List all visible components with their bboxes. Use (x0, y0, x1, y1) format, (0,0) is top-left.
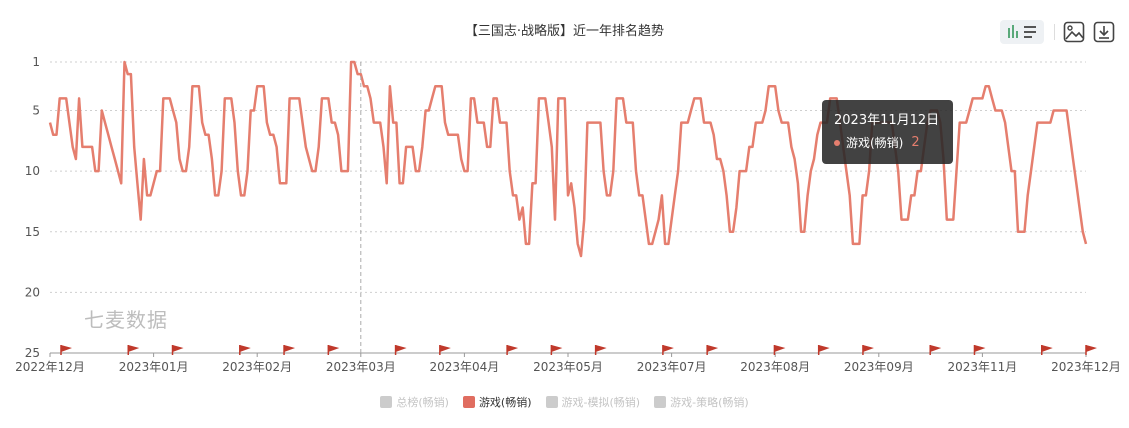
event-flag-icon (239, 345, 251, 352)
bar-line-switch-icon[interactable] (1000, 20, 1044, 44)
x-tick-label: 2023年08月 (740, 360, 810, 374)
tooltip-series-dot (834, 139, 840, 146)
watermark: 七麦数据 (84, 308, 168, 332)
x-tick-label: 2023年03月 (326, 360, 396, 374)
chart-legend: 总榜(畅销) 游戏(畅销) 游戏-模拟(畅销) 游戏-策略(畅销) (0, 394, 1129, 410)
legend-item-games[interactable]: 游戏(畅销) (462, 394, 532, 410)
event-flag-icon (1086, 345, 1097, 352)
x-tick-label: 2023年07月 (637, 360, 707, 374)
event-flag-icon (595, 345, 607, 352)
tooltip-date: 2023年11月12日 (834, 113, 940, 128)
chart-tooltip: 2023年11月12日 游戏(畅销) 2 (822, 100, 953, 164)
tooltip-value: 2 (911, 135, 920, 150)
y-tick-label: 15 (25, 225, 40, 239)
event-flag-icon (930, 345, 942, 352)
y-tick-label: 1 (32, 55, 40, 69)
legend-swatch (545, 396, 558, 408)
legend-swatch (380, 396, 393, 408)
y-tick-label: 20 (25, 285, 40, 299)
legend-item-total[interactable]: 总榜(畅销) (380, 394, 449, 410)
chart-title: 【三国志·战略版】近一年排名趋势 (464, 24, 665, 39)
legend-swatch (654, 396, 667, 408)
x-tick-label: 2023年11月 (947, 360, 1017, 374)
y-tick-label: 5 (32, 104, 40, 118)
legend-item-games-sim[interactable]: 游戏-模拟(畅销) (545, 394, 641, 410)
event-flag-icon (61, 345, 72, 352)
download-icon[interactable] (1092, 20, 1116, 44)
x-tick-label: 2023年02月 (222, 360, 292, 374)
event-flag-icon (662, 345, 674, 352)
legend-label: 游戏-策略(畅销) (670, 396, 749, 409)
x-tick-label: 2022年12月 (15, 360, 85, 374)
tooltip-series-name: 游戏(畅销) (846, 136, 904, 150)
event-flag-icon (328, 345, 340, 352)
y-tick-label: 10 (25, 164, 40, 178)
event-flag-icon (172, 345, 184, 352)
x-tick-label: 2023年05月 (533, 360, 603, 374)
x-tick-label: 2023年09月 (844, 360, 914, 374)
event-flag-icon (1041, 345, 1053, 352)
event-flag-icon (284, 345, 296, 352)
event-flag-icon (439, 345, 451, 352)
legend-label: 总榜(畅销) (396, 396, 449, 409)
event-flag-icon (551, 345, 563, 352)
legend-swatch (462, 396, 475, 408)
toolbar-separator (1054, 24, 1055, 40)
event-flag-icon (395, 345, 407, 352)
x-tick-label: 2023年12月 (1051, 360, 1121, 374)
event-flag-icon (774, 345, 786, 352)
event-flag-icon (707, 345, 719, 352)
event-flag-icon (507, 345, 519, 352)
x-tick-label: 2023年04月 (429, 360, 499, 374)
event-flag-icon (818, 345, 830, 352)
series-line-games (48, 60, 1088, 258)
x-tick-label: 2023年01月 (119, 360, 189, 374)
legend-label: 游戏(畅销) (478, 396, 532, 409)
event-flag-icon (862, 345, 874, 352)
legend-label: 游戏-模拟(畅销) (561, 396, 641, 409)
save-image-icon[interactable] (1062, 20, 1086, 44)
legend-item-games-strategy[interactable]: 游戏-策略(畅销) (654, 394, 749, 410)
y-tick-label: 25 (25, 346, 40, 360)
event-flag-icon (974, 345, 986, 352)
event-flag-icon (128, 345, 140, 352)
